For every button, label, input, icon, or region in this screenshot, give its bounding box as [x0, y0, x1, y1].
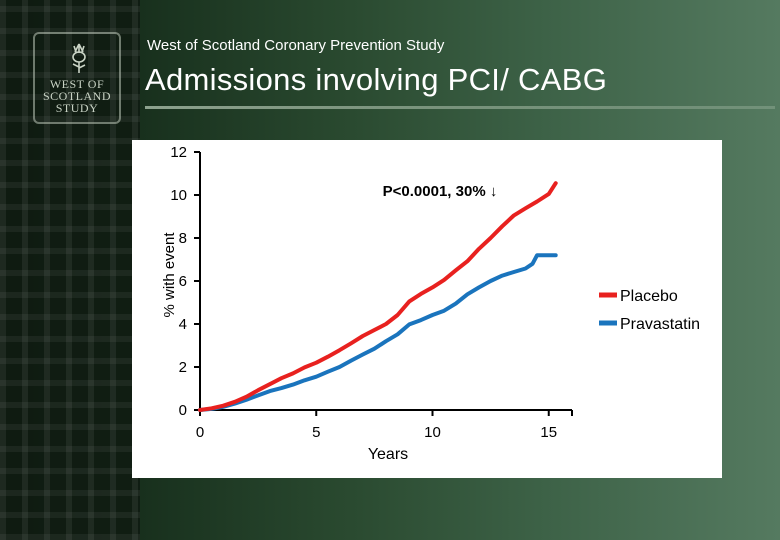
y-tick-label: 6: [179, 273, 187, 290]
x-tick-label: 15: [540, 424, 557, 441]
legend-label-pravastatin: Pravastatin: [620, 316, 700, 333]
y-axis-label: % with event: [161, 232, 178, 318]
x-tick-label: 10: [424, 424, 441, 441]
tartan-background: [0, 0, 140, 540]
thistle-icon: [72, 43, 86, 73]
y-tick-label: 10: [170, 187, 187, 204]
series-line-pravastatin: [198, 253, 558, 412]
logo-line-3: STUDY: [55, 101, 99, 115]
logo-line-2: SCOTLAND: [42, 89, 111, 103]
chart-panel: 12 10 8 6 4 2 0 0 5 10 15 Placebo Pravastatin P<0.…: [132, 140, 722, 478]
slide-subtitle: West of Scotland Coronary Prevention Stu…: [147, 37, 445, 54]
x-tick-label: 5: [312, 424, 320, 441]
series-line-placebo: [198, 181, 558, 412]
y-tick-label: 12: [170, 144, 187, 161]
title-divider: [145, 106, 775, 109]
y-tick-label: 2: [179, 359, 187, 376]
slide-title: Admissions involving PCI/ CABG: [145, 62, 608, 97]
y-tick-label: 0: [179, 402, 187, 419]
x-axis-label: Years: [368, 446, 408, 463]
y-tick-label: 4: [179, 316, 187, 333]
y-tick-label: 8: [179, 230, 187, 247]
legend-label-placebo: Placebo: [620, 288, 678, 305]
legend: Placebo Pravastatin: [599, 288, 700, 333]
x-axis: 0 5 10 15: [196, 409, 573, 441]
line-chart: 12 10 8 6 4 2 0 0 5 10 15 Placebo Pravastatin P<0.…: [161, 144, 700, 463]
series-layer: [198, 181, 558, 412]
p-value-annotation: P<0.0001, 30% ↓: [383, 183, 498, 200]
x-tick-label: 0: [196, 424, 204, 441]
y-axis: 12 10 8 6 4 2 0: [170, 144, 201, 419]
logo-line-1: WEST OF: [49, 77, 105, 91]
study-logo: WEST OF SCOTLAND STUDY: [33, 32, 121, 124]
